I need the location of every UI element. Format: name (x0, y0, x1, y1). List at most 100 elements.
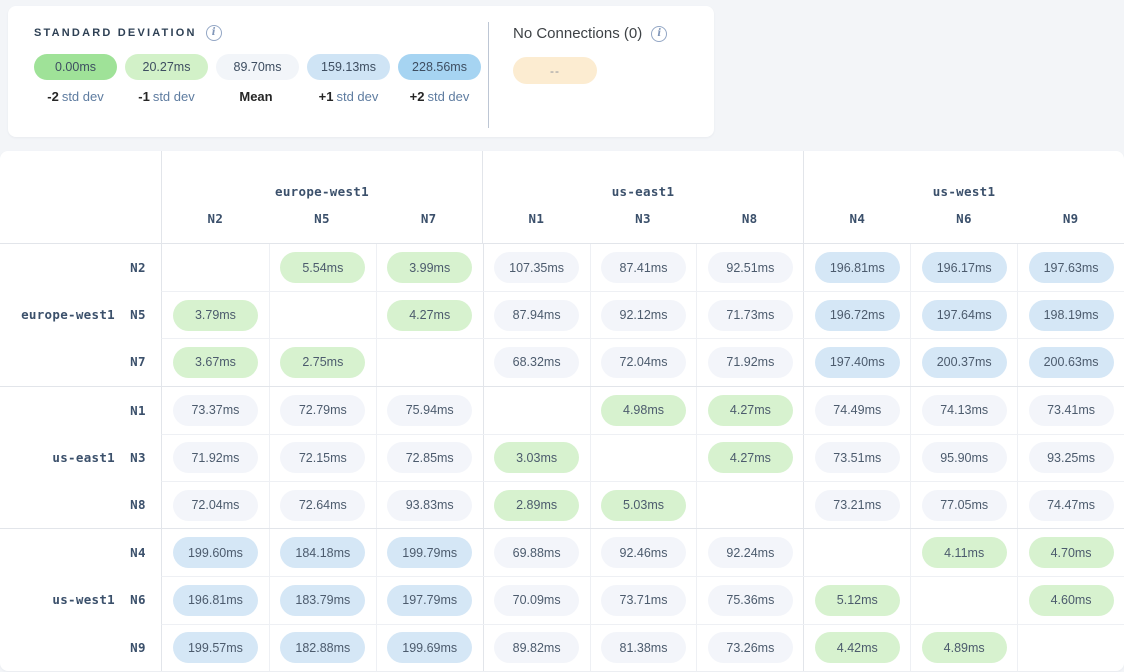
latency-pill[interactable]: 3.79ms (172, 299, 258, 331)
latency-pill[interactable]: 4.27ms (707, 442, 793, 474)
matrix-cell: 197.64ms (910, 292, 1017, 339)
latency-pill[interactable]: 73.37ms (172, 394, 258, 426)
latency-pill[interactable]: 198.19ms (1028, 299, 1114, 331)
matrix-row: us-east1 N3 71.92ms 72.15ms 72.85ms 3.03ms 4.2… (0, 433, 1124, 481)
latency-pill[interactable]: 197.64ms (921, 299, 1007, 331)
latency-pill[interactable]: 72.04ms (601, 346, 686, 378)
latency-pill[interactable]: 196.17ms (921, 252, 1007, 284)
latency-pill[interactable]: 73.21ms (814, 489, 900, 521)
row-cells: 71.92ms 72.15ms 72.85ms 3.03ms 4.27ms 73.51ms… (161, 433, 1124, 481)
latency-pill[interactable]: 3.99ms (387, 252, 473, 284)
latency-pill[interactable]: 73.26ms (707, 632, 793, 664)
latency-pill[interactable]: 197.40ms (814, 346, 900, 378)
latency-pill[interactable]: 72.04ms (172, 489, 258, 521)
matrix-cell: 69.88ms (482, 529, 590, 577)
latency-pill[interactable]: 70.09ms (494, 584, 580, 616)
latency-pill[interactable]: 95.90ms (921, 442, 1007, 474)
latency-pill[interactable]: 72.79ms (280, 394, 366, 426)
latency-pill[interactable]: 4.42ms (814, 632, 900, 664)
column-node-label: N6 (956, 211, 972, 226)
latency-pill[interactable]: 74.49ms (814, 394, 900, 426)
matrix-cell: 3.79ms (162, 292, 269, 338)
latency-pill[interactable]: 71.92ms (707, 346, 793, 378)
latency-pill[interactable]: 92.12ms (601, 299, 686, 331)
matrix-cell: 71.92ms (162, 435, 269, 481)
latency-pill[interactable]: 4.11ms (921, 537, 1007, 569)
matrix-cell: 4.42ms (803, 624, 910, 671)
matrix-cell: 77.05ms (910, 481, 1017, 529)
latency-pill[interactable]: 93.25ms (1028, 442, 1114, 474)
latency-pill[interactable]: 71.73ms (707, 299, 793, 331)
legend-pill: 228.56ms (398, 54, 481, 80)
latency-pill[interactable]: 87.94ms (494, 299, 580, 331)
row-label: N1 (0, 387, 161, 434)
latency-pill[interactable]: 74.47ms (1028, 489, 1114, 521)
latency-pill[interactable]: 92.46ms (601, 537, 686, 569)
latency-pill[interactable]: 89.82ms (494, 632, 580, 664)
latency-pill[interactable]: 3.67ms (172, 346, 258, 378)
latency-pill[interactable]: 4.60ms (1028, 584, 1114, 616)
matrix-cell: 184.18ms (268, 529, 376, 577)
matrix-cell: 4.98ms (589, 386, 697, 434)
matrix-cell: 87.41ms (589, 244, 697, 292)
latency-pill[interactable]: 3.03ms (494, 442, 580, 474)
latency-pill[interactable]: 4.27ms (707, 394, 793, 426)
no-connections-info-icon[interactable]: i (651, 25, 668, 42)
latency-pill[interactable]: 196.72ms (814, 299, 900, 331)
row-region-label: us-east1 (52, 449, 115, 465)
latency-pill[interactable]: 4.98ms (601, 394, 686, 426)
latency-pill[interactable]: 75.36ms (707, 584, 793, 616)
latency-pill[interactable]: 200.37ms (921, 346, 1007, 378)
latency-pill[interactable]: 72.85ms (387, 442, 473, 474)
latency-pill[interactable]: 4.70ms (1028, 537, 1114, 569)
latency-pill[interactable]: 199.60ms (172, 537, 258, 569)
latency-pill[interactable]: 93.83ms (387, 489, 473, 521)
latency-pill[interactable]: 4.89ms (921, 632, 1007, 664)
latency-pill[interactable]: 2.75ms (280, 346, 366, 378)
latency-pill[interactable]: 107.35ms (494, 252, 580, 284)
matrix-cell: 199.57ms (162, 625, 269, 671)
latency-pill[interactable]: 77.05ms (921, 489, 1007, 521)
latency-pill[interactable]: 92.24ms (707, 537, 793, 569)
latency-pill[interactable]: 81.38ms (601, 632, 686, 664)
latency-pill[interactable]: 196.81ms (172, 584, 258, 616)
latency-pill[interactable]: 69.88ms (494, 537, 580, 569)
latency-pill[interactable]: 184.18ms (280, 537, 366, 569)
row-label: us-east1 N3 (0, 434, 161, 481)
matrix-cell: 71.92ms (696, 339, 803, 386)
matrix-cell: 4.11ms (910, 529, 1017, 577)
row-label: us-west1 N6 (0, 576, 161, 623)
matrix-cell: 72.79ms (268, 386, 376, 434)
latency-pill[interactable]: 73.41ms (1028, 394, 1114, 426)
latency-pill[interactable]: 72.15ms (280, 442, 366, 474)
latency-pill[interactable]: 200.63ms (1028, 346, 1114, 378)
matrix-row: N7 3.67ms 2.75ms 68.32ms 72.04ms 71.92ms 197.4… (0, 338, 1124, 386)
latency-pill[interactable]: 197.79ms (387, 584, 473, 616)
latency-pill[interactable]: 182.88ms (280, 632, 366, 664)
latency-pill[interactable]: 5.12ms (814, 584, 900, 616)
latency-pill[interactable]: 199.79ms (387, 537, 473, 569)
latency-pill[interactable]: 199.69ms (387, 632, 473, 664)
latency-pill[interactable]: 73.51ms (814, 442, 900, 474)
latency-pill[interactable]: 5.03ms (601, 489, 686, 521)
latency-pill[interactable]: 197.63ms (1028, 252, 1114, 284)
latency-pill[interactable]: 75.94ms (387, 394, 473, 426)
latency-pill[interactable]: 87.41ms (601, 252, 686, 284)
latency-pill[interactable]: 5.54ms (280, 252, 366, 284)
matrix-cell: 73.51ms (803, 434, 910, 481)
latency-pill[interactable]: 92.51ms (707, 252, 793, 284)
latency-pill[interactable]: 72.64ms (280, 489, 366, 521)
latency-pill[interactable]: 74.13ms (921, 394, 1007, 426)
latency-pill[interactable]: 2.89ms (494, 489, 580, 521)
latency-pill[interactable]: 68.32ms (494, 346, 580, 378)
latency-pill[interactable]: 196.81ms (814, 252, 900, 284)
no-connections-pill: -- (513, 57, 597, 84)
legend-label-prefix: -1 (138, 89, 150, 104)
latency-pill[interactable]: 183.79ms (280, 584, 366, 616)
latency-pill[interactable]: 71.92ms (172, 442, 258, 474)
latency-pill[interactable]: 73.71ms (601, 584, 686, 616)
matrix-cell: 73.21ms (803, 481, 910, 529)
std-dev-info-icon[interactable]: i (205, 25, 222, 41)
latency-pill[interactable]: 4.27ms (387, 299, 473, 331)
latency-pill[interactable]: 199.57ms (172, 632, 258, 664)
